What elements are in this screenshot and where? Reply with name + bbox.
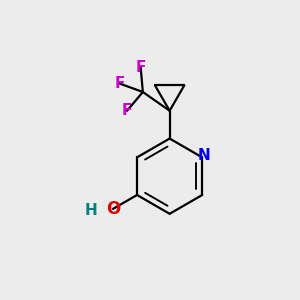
Text: O: O [106, 200, 120, 218]
Text: F: F [115, 76, 125, 91]
Text: F: F [136, 60, 146, 75]
Text: N: N [197, 148, 210, 163]
Text: H: H [84, 203, 97, 218]
Text: F: F [122, 103, 132, 118]
